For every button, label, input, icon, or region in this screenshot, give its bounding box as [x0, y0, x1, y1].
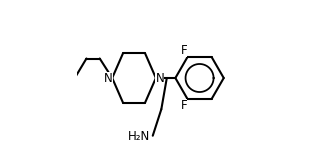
- Text: F: F: [181, 99, 187, 112]
- Text: H₂N: H₂N: [128, 130, 150, 143]
- Text: N: N: [104, 71, 113, 85]
- Text: N: N: [156, 71, 164, 85]
- Text: F: F: [181, 44, 187, 57]
